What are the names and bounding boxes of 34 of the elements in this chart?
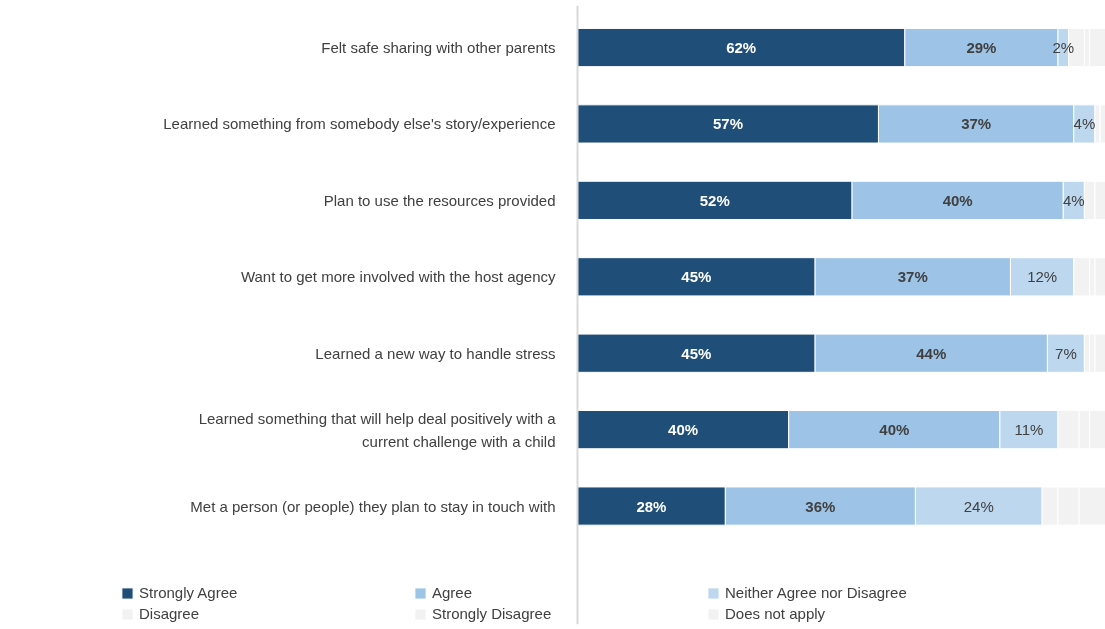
data-label: 4% xyxy=(1073,115,1096,133)
data-label: 36% xyxy=(805,497,836,515)
data-label: 45% xyxy=(681,344,712,362)
data-label: 29% xyxy=(966,39,997,57)
data-label: 40% xyxy=(942,191,973,209)
y-tick-label: Plan to use the resources provided xyxy=(323,191,556,209)
data-label: 44% xyxy=(916,344,947,362)
data-label: 11% xyxy=(1014,421,1044,439)
data-label: 24% xyxy=(963,497,994,515)
legend-label: Neither Agree nor Disagree xyxy=(725,584,908,601)
y-tick-label: Learned something that will help deal positively with a current challenge with a child xyxy=(198,409,557,450)
data-label: 40% xyxy=(668,421,699,439)
data-label: 37% xyxy=(961,115,992,133)
data-label: 4% xyxy=(1062,191,1085,209)
data-label: 12% xyxy=(1027,268,1058,286)
legend-label: Strongly Agree xyxy=(139,584,239,601)
y-tick-label: Learned a new way to handle stress xyxy=(315,344,556,362)
data-label: 40% xyxy=(879,421,910,439)
legend-label: Strongly Disagree xyxy=(432,605,553,622)
data-label: 57% xyxy=(712,115,743,133)
data-label: 45% xyxy=(681,268,712,286)
legend-label: Does not apply xyxy=(725,605,827,622)
data-label: 37% xyxy=(897,268,928,286)
data-label: 7% xyxy=(1055,344,1077,362)
y-tick-label: Felt safe sharing with other parents xyxy=(321,39,556,57)
data-label: 52% xyxy=(699,191,730,209)
data-label: 62% xyxy=(726,39,757,57)
data-label: 28% xyxy=(636,497,667,515)
y-tick-label: Met a person (or people) they plan to stay in touch with xyxy=(190,497,556,515)
legend-label: Agree xyxy=(432,584,474,601)
legend-label: Disagree xyxy=(139,605,201,622)
y-tick-label: Want to get more involved with the host agency xyxy=(240,268,556,286)
data-label: 2% xyxy=(1052,39,1075,57)
y-tick-label: Learned something from somebody else's story/experience xyxy=(163,115,556,133)
